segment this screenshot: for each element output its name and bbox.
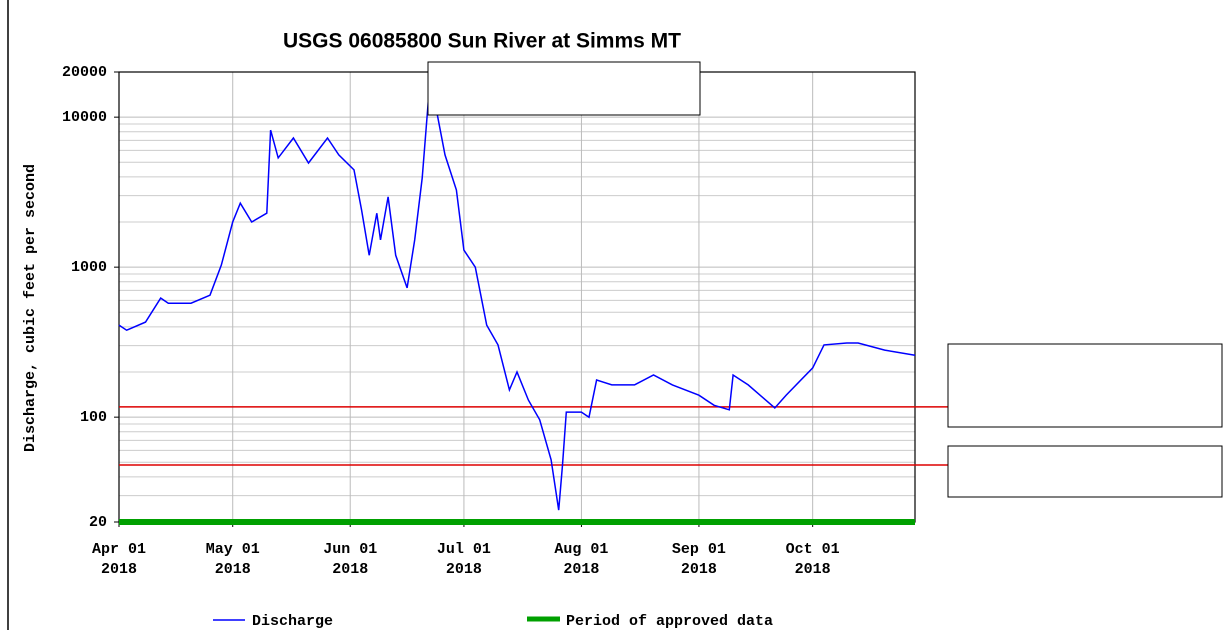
y-tick-label: 10000 — [62, 109, 107, 126]
x-tick-label: Apr 01 2018 — [92, 541, 146, 578]
x-tick-label: Aug 01 2018 — [554, 541, 608, 578]
plot-background — [119, 72, 915, 522]
x-tick-label: Sep 01 2018 — [672, 541, 726, 578]
redacted-box — [947, 343, 1223, 428]
y-tick-label: 100 — [80, 409, 107, 426]
x-tick-label: Oct 01 2018 — [786, 541, 840, 578]
redacted-box — [947, 445, 1223, 498]
x-tick-label: Jun 01 2018 — [323, 541, 377, 578]
y-axis-label: Discharge, cubic feet per second — [22, 164, 39, 452]
redacted-box — [427, 61, 701, 116]
legend-label: Discharge — [252, 613, 333, 630]
approved-period — [119, 519, 915, 525]
plot: 20 100 1000 10000 20000 Apr 01 2018 May 01 2018 J… — [62, 64, 948, 630]
legend-label: Period of approved data — [566, 613, 773, 630]
x-tick-label: May 01 2018 — [206, 541, 260, 578]
y-tick-label: 20 — [89, 514, 107, 531]
y-tick-label: 1000 — [71, 259, 107, 276]
chart-title: USGS 06085800 Sun River at Simms MT — [283, 30, 681, 53]
x-tick-label: Jul 01 2018 — [437, 541, 491, 578]
y-tick-label: 20000 — [62, 64, 107, 81]
discharge-line — [118, 82, 916, 511]
